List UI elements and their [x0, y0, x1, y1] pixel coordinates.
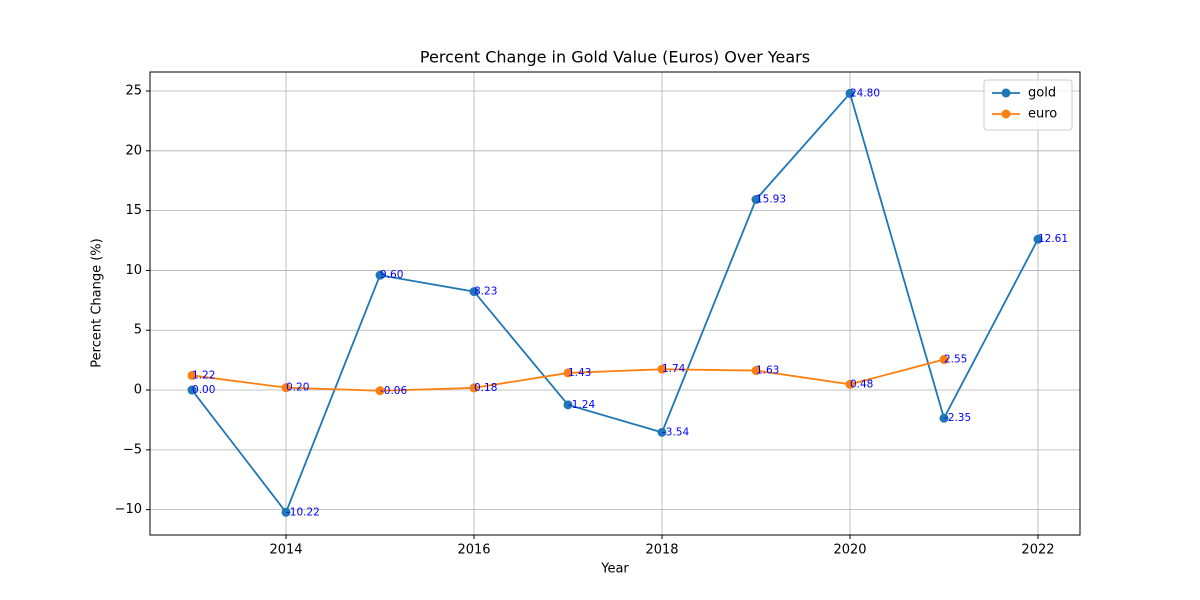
data-label: 1.74: [662, 363, 686, 375]
data-label: 1.63: [756, 365, 779, 377]
y-tick-label: −5: [123, 442, 142, 457]
data-label: 0.20: [286, 382, 309, 394]
y-tick-label: 25: [125, 84, 142, 99]
marker: [657, 364, 667, 374]
y-tick-label: 15: [125, 203, 142, 218]
marker: [563, 400, 573, 410]
data-label: 0.18: [474, 382, 497, 394]
legend-marker: [1001, 109, 1011, 119]
marker: [845, 88, 855, 98]
marker: [1033, 234, 1043, 244]
x-tick-label: 2018: [645, 543, 678, 558]
marker: [657, 427, 667, 437]
data-label: 24.80: [850, 87, 880, 99]
legend-label: euro: [1028, 107, 1057, 122]
y-tick-label: 20: [125, 143, 142, 158]
chart-title: Percent Change in Gold Value (Euros) Ove…: [420, 48, 810, 67]
x-tick-label: 2022: [1021, 543, 1054, 558]
x-tick-label: 2020: [833, 543, 866, 558]
y-axis-label: Percent Change (%): [90, 238, 105, 367]
data-label: 12.61: [1038, 233, 1068, 245]
y-tick-label: 5: [134, 323, 142, 338]
data-label: -1.24: [568, 399, 595, 411]
y-tick-label: 10: [125, 263, 142, 278]
marker: [281, 507, 291, 517]
series-line: [191, 91, 1039, 515]
marker: [281, 383, 291, 393]
data-label: 1.43: [568, 367, 591, 379]
marker: [751, 366, 761, 376]
legend-label: gold: [1028, 86, 1056, 101]
marker: [469, 383, 479, 393]
y-tick-label: 0: [134, 383, 142, 398]
marker: [469, 287, 479, 297]
data-label: 2.55: [944, 354, 967, 366]
plot-frame: [149, 71, 1081, 536]
marker: [375, 386, 385, 396]
marker: [563, 368, 573, 378]
x-axis-label: Year: [600, 562, 629, 577]
marker: [939, 355, 949, 365]
marker: [939, 413, 949, 423]
data-label: -3.54: [662, 426, 689, 438]
data-label: 15.93: [756, 194, 786, 206]
marker: [751, 195, 761, 205]
x-tick-label: 2014: [269, 543, 302, 558]
data-label: 9.60: [380, 269, 403, 281]
marker: [187, 370, 197, 380]
data-label: 1.22: [192, 369, 215, 381]
data-label: 8.23: [474, 286, 497, 298]
data-label: -2.35: [944, 412, 971, 424]
data-label: -10.22: [286, 506, 320, 518]
legend-marker: [1001, 88, 1011, 98]
marker: [845, 379, 855, 389]
marker: [187, 385, 197, 395]
x-tick-label: 2016: [457, 543, 490, 558]
marker: [375, 270, 385, 280]
y-tick-label: −10: [115, 502, 142, 517]
data-label: 0.48: [850, 378, 873, 390]
data-label: -0.06: [380, 385, 407, 397]
data-label: 0.00: [192, 384, 215, 396]
